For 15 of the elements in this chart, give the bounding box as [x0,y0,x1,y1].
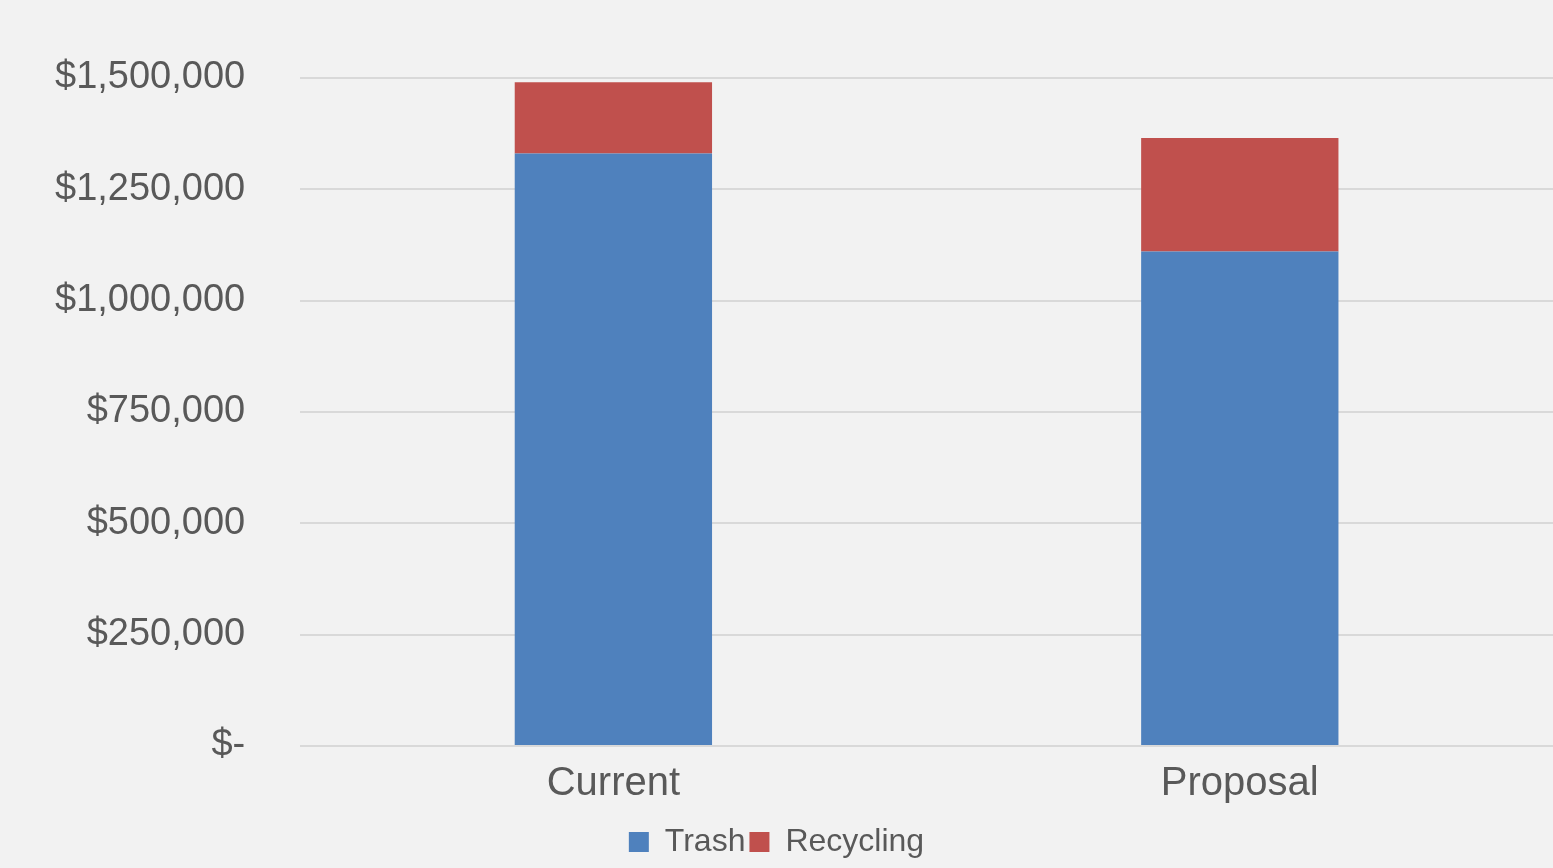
y-tick-label: $1,000,000 [55,277,246,320]
y-tick-label: $500,000 [86,499,246,542]
y-tick-label: $- [211,722,246,765]
legend-label: Trash [664,821,746,858]
bar [1141,251,1339,745]
bar [1141,137,1339,252]
x-tick-label: Proposal [1160,759,1319,804]
bar [514,153,713,745]
y-tick-label: $250,000 [86,611,246,654]
y-tick-label: $1,250,000 [55,165,246,208]
y-tick-label: $1,500,000 [55,54,246,97]
x-tick-label: Current [546,759,681,804]
legend-label: Recycling [785,821,925,858]
bar [514,82,713,154]
y-tick-label: $750,000 [86,388,246,431]
